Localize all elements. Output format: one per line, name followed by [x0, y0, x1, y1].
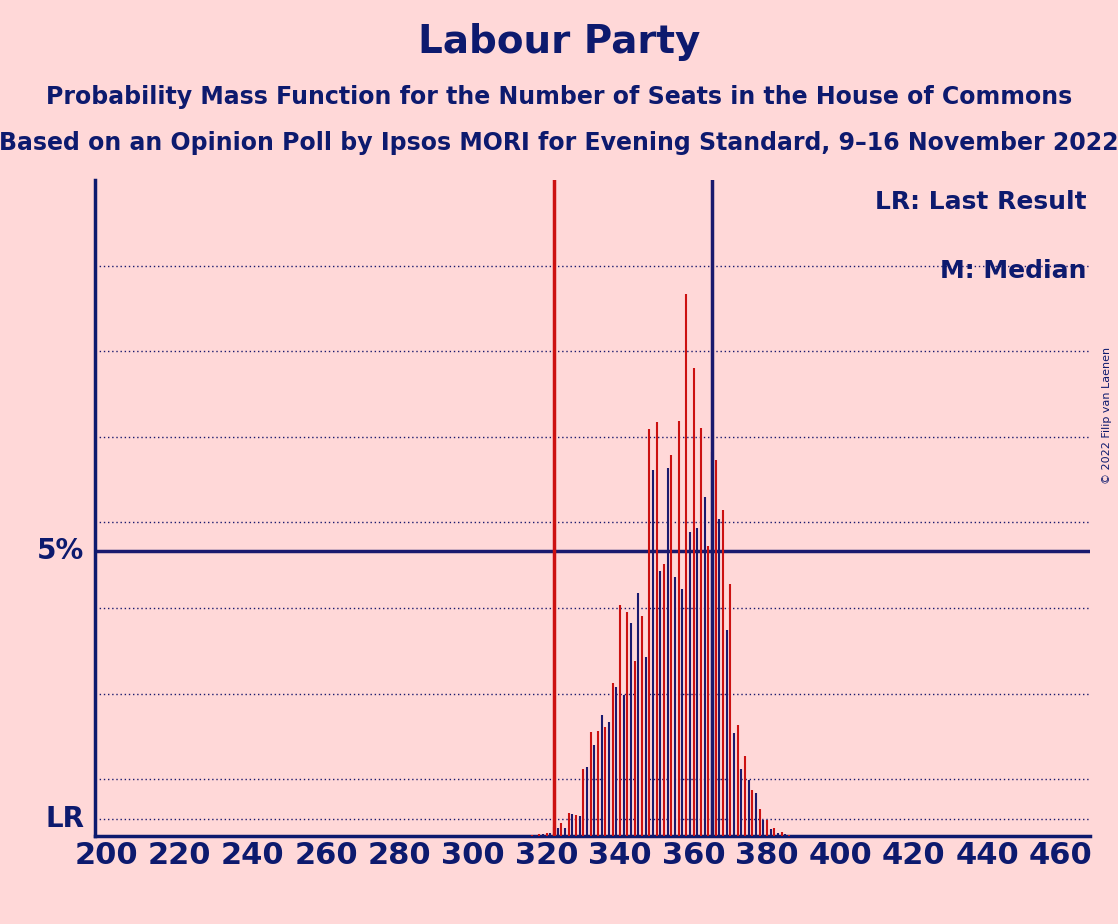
Text: 5%: 5%	[37, 537, 84, 565]
Text: Probability Mass Function for the Number of Seats in the House of Commons: Probability Mass Function for the Number…	[46, 85, 1072, 109]
Text: LR: LR	[45, 805, 84, 833]
Text: Based on an Opinion Poll by Ipsos MORI for Evening Standard, 9–16 November 2022: Based on an Opinion Poll by Ipsos MORI f…	[0, 131, 1118, 155]
Text: LR: Last Result: LR: Last Result	[874, 190, 1087, 214]
Text: M: Median: M: Median	[940, 259, 1087, 283]
Text: © 2022 Filip van Laenen: © 2022 Filip van Laenen	[1102, 347, 1112, 484]
Text: Labour Party: Labour Party	[418, 23, 700, 61]
